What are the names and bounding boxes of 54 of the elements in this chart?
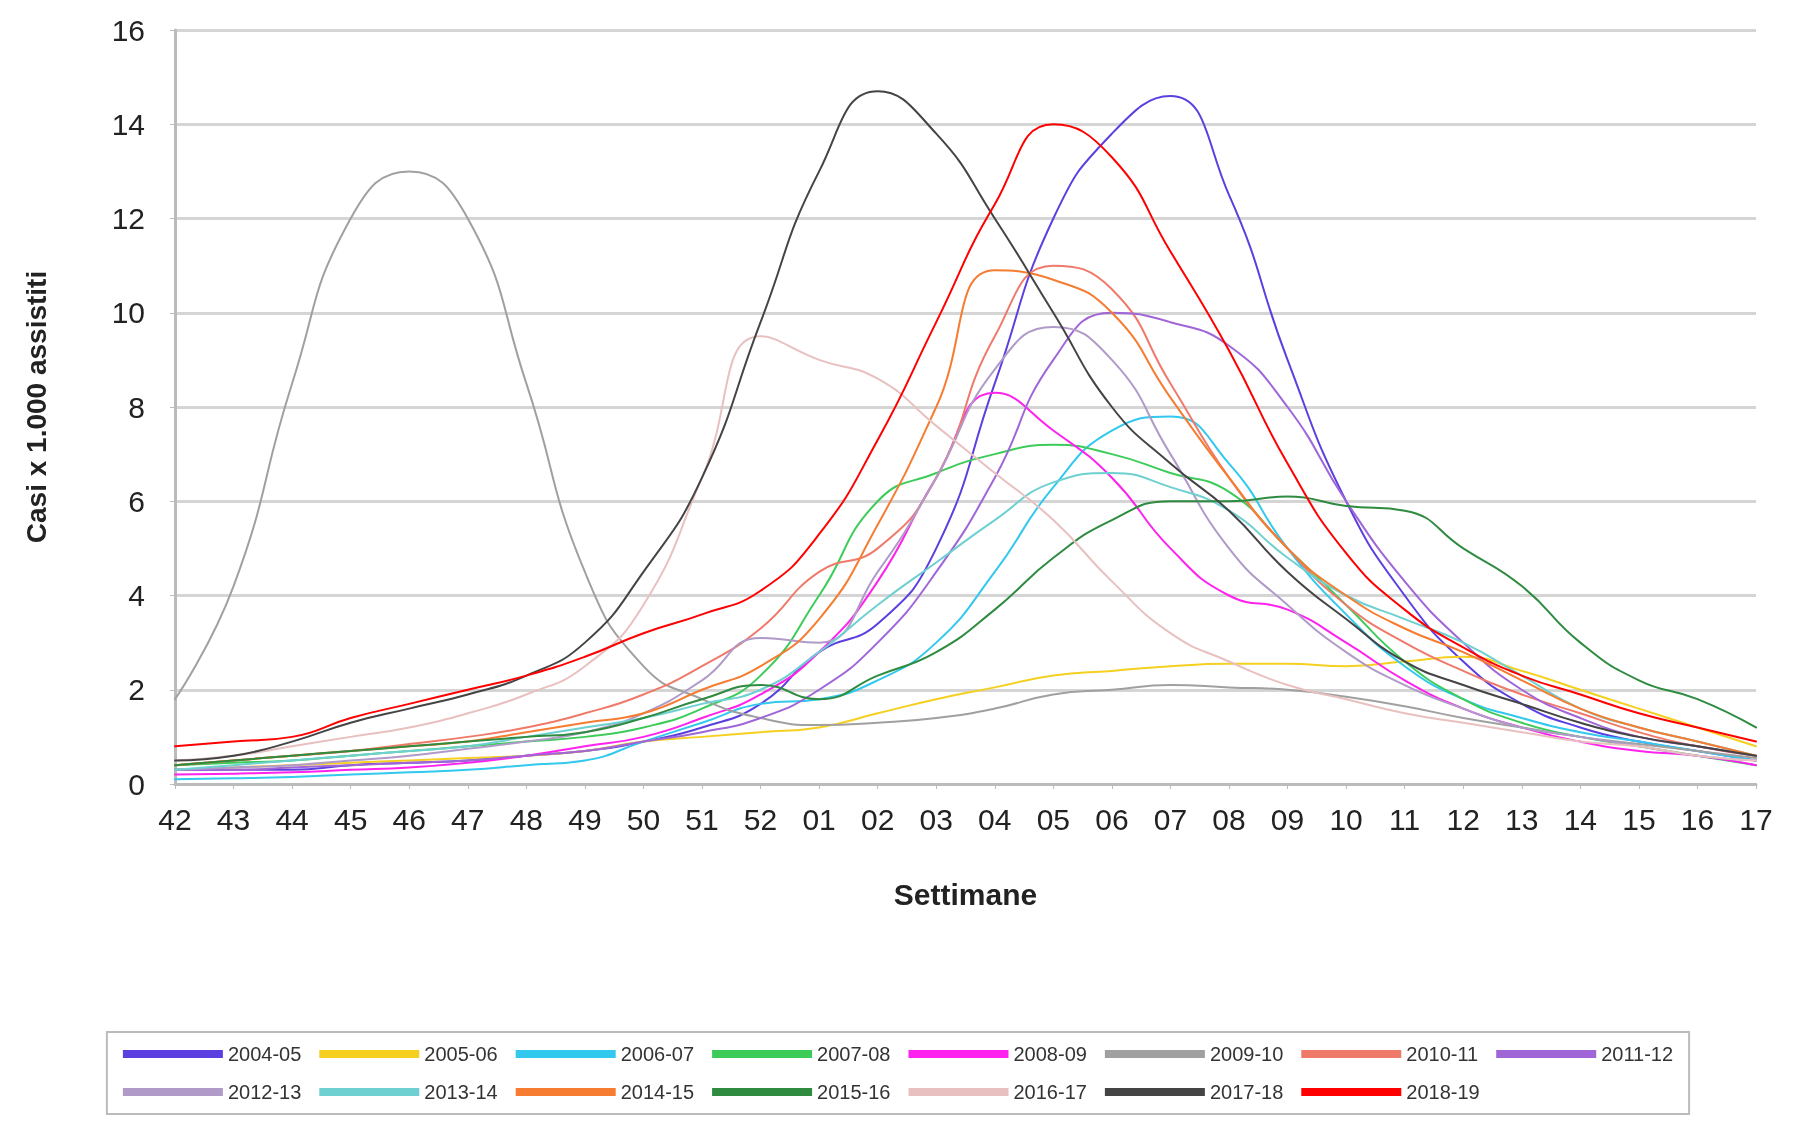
x-tick-label: 08 [1212,802,1246,836]
y-axis-title: Casi x 1.000 assistiti [20,270,52,544]
y-tick-label: 10 [111,296,145,330]
legend-label: 2008-09 [1013,1043,1087,1065]
x-tick-label: 45 [333,802,368,836]
legend-label: 2005-06 [424,1043,498,1065]
x-axis-title: Settimane [893,877,1038,911]
x-tick-label: 13 [1505,802,1539,836]
legend-label: 2011-12 [1601,1043,1674,1065]
x-tick-label: 42 [158,802,192,836]
x-tick-label: 48 [509,802,544,836]
y-tick-label: 16 [111,13,145,47]
x-tick-label: 10 [1329,802,1363,836]
x-tick-label: 02 [860,802,895,836]
y-tick-label: 12 [111,202,145,235]
y-tick-label: 8 [128,390,145,424]
x-tick-label: 09 [1270,802,1305,836]
y-tick-label: 6 [128,484,145,518]
x-tick-label: 15 [1622,802,1656,836]
legend-label: 2016-17 [1013,1081,1087,1103]
x-tick-label: 46 [392,802,426,836]
legend-label: 2004-05 [227,1043,302,1065]
x-tick-label: 03 [919,802,953,836]
y-tick-label: 4 [128,579,145,612]
legend-label: 2013-14 [424,1081,498,1103]
x-tick-label: 16 [1680,802,1715,836]
x-tick-label: 43 [216,802,251,836]
legend-label: 2006-07 [620,1043,695,1065]
legend-label: 2007-08 [817,1043,891,1065]
x-tick-label: 07 [1153,802,1188,836]
legend-label: 2018-19 [1406,1081,1480,1103]
legend-label: 2014-15 [620,1081,695,1103]
x-tick-label: 52 [743,802,778,836]
y-tick-label: 0 [128,767,145,801]
x-tick-label: 17 [1739,802,1773,836]
x-tick-label: 51 [685,802,719,836]
legend-label: 2009-10 [1209,1043,1284,1065]
y-tick-label: 14 [111,107,145,141]
x-tick-label: 01 [802,802,836,836]
x-tick-label: 11 [1389,802,1421,836]
x-tick-label: 50 [626,802,661,836]
legend-label: 2010-11 [1406,1043,1479,1065]
x-tick-label: 44 [275,802,309,836]
legend-label: 2015-16 [817,1081,891,1103]
x-tick-label: 47 [451,802,485,836]
x-tick-label: 14 [1563,802,1598,836]
legend-label: 2017-18 [1209,1081,1284,1103]
x-tick-label: 49 [568,802,602,836]
x-tick-label: 06 [1095,802,1129,836]
legend-label: 2012-13 [227,1081,302,1103]
x-tick-label: 04 [978,802,1012,836]
x-tick-label: 12 [1446,802,1480,836]
y-tick-label: 2 [128,673,145,707]
x-tick-label: 05 [1036,802,1071,836]
